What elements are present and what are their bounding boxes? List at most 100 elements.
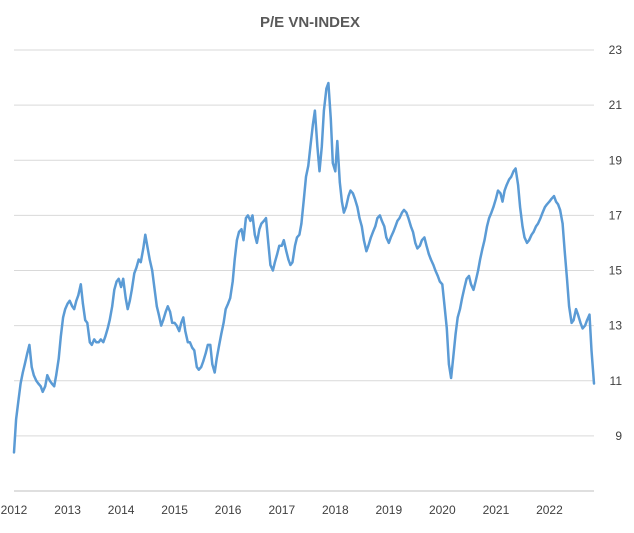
data-point bbox=[436, 275, 439, 277]
data-point bbox=[260, 222, 263, 225]
data-point bbox=[311, 123, 314, 126]
data-point bbox=[470, 283, 472, 286]
data-point bbox=[13, 451, 15, 454]
data-point bbox=[334, 170, 337, 173]
data-point bbox=[269, 264, 272, 266]
data-point bbox=[336, 140, 339, 142]
data-point bbox=[81, 302, 84, 305]
data-point bbox=[64, 308, 67, 311]
data-point bbox=[568, 305, 571, 308]
data-point bbox=[566, 277, 568, 280]
data-point bbox=[157, 313, 160, 316]
data-point bbox=[532, 230, 535, 233]
data-point bbox=[21, 371, 24, 374]
data-point bbox=[318, 170, 321, 173]
data-point bbox=[144, 233, 147, 236]
data-point bbox=[367, 244, 370, 247]
data-point bbox=[39, 385, 42, 388]
data-point bbox=[394, 225, 397, 228]
data-point bbox=[539, 217, 542, 220]
data-point bbox=[409, 225, 412, 228]
data-point bbox=[178, 330, 181, 333]
data-point bbox=[50, 382, 53, 385]
data-point bbox=[66, 302, 69, 305]
data-point bbox=[486, 225, 488, 228]
data-point bbox=[238, 230, 240, 233]
x-tick-label: 2021 bbox=[483, 503, 510, 517]
data-point bbox=[195, 366, 198, 368]
data-point bbox=[79, 283, 82, 286]
data-point bbox=[392, 230, 395, 233]
data-point bbox=[481, 247, 484, 250]
data-point bbox=[298, 233, 301, 236]
data-point bbox=[385, 236, 388, 239]
data-point bbox=[253, 233, 256, 236]
data-point bbox=[389, 236, 392, 239]
data-point bbox=[519, 206, 522, 209]
data-point bbox=[32, 374, 35, 377]
y-tick-label: 17 bbox=[609, 208, 623, 222]
data-point bbox=[530, 233, 533, 236]
data-point bbox=[434, 269, 437, 272]
data-point bbox=[403, 208, 405, 211]
data-point bbox=[57, 357, 60, 360]
data-point bbox=[126, 308, 129, 311]
data-point bbox=[224, 308, 227, 311]
data-point bbox=[420, 239, 423, 242]
data-point bbox=[550, 197, 553, 200]
data-point bbox=[102, 341, 105, 344]
data-point bbox=[44, 385, 47, 388]
data-point bbox=[186, 341, 189, 344]
data-point bbox=[26, 352, 29, 355]
data-point bbox=[523, 236, 526, 239]
data-point bbox=[282, 239, 285, 242]
data-point bbox=[559, 208, 562, 211]
data-point bbox=[512, 170, 515, 173]
data-point bbox=[148, 258, 151, 261]
data-point bbox=[255, 241, 258, 244]
data-point bbox=[412, 230, 414, 233]
data-point bbox=[461, 297, 464, 300]
data-point bbox=[432, 264, 435, 266]
x-tick-label: 2017 bbox=[268, 503, 295, 517]
x-tick-label: 2019 bbox=[375, 503, 402, 517]
chart-title: P/E VN-INDEX bbox=[260, 14, 360, 31]
data-point bbox=[115, 280, 118, 283]
data-point bbox=[108, 319, 111, 322]
data-point bbox=[316, 145, 319, 148]
data-point bbox=[71, 305, 74, 308]
data-point bbox=[296, 236, 298, 239]
data-point bbox=[106, 327, 109, 330]
data-point bbox=[258, 228, 261, 231]
data-point bbox=[249, 219, 252, 222]
data-point bbox=[555, 200, 557, 203]
data-point bbox=[378, 214, 381, 217]
data-point bbox=[351, 192, 354, 195]
data-point bbox=[347, 195, 350, 198]
data-point bbox=[271, 269, 274, 272]
data-point bbox=[488, 217, 491, 220]
data-point bbox=[262, 219, 265, 222]
data-point bbox=[508, 178, 511, 181]
data-point bbox=[124, 297, 127, 300]
data-point bbox=[193, 349, 196, 352]
data-point bbox=[325, 87, 328, 90]
data-point bbox=[302, 197, 305, 200]
data-point bbox=[503, 189, 506, 192]
data-point bbox=[146, 247, 149, 250]
data-point bbox=[459, 308, 461, 311]
data-point bbox=[153, 286, 156, 288]
data-point bbox=[206, 343, 209, 346]
x-tick-label: 2013 bbox=[54, 503, 81, 517]
data-point bbox=[372, 230, 374, 233]
data-point bbox=[180, 321, 183, 324]
data-point bbox=[353, 197, 356, 200]
data-point bbox=[535, 225, 537, 228]
data-point bbox=[414, 241, 417, 244]
data-point bbox=[23, 363, 26, 366]
data-point bbox=[340, 200, 343, 203]
data-point bbox=[563, 250, 566, 253]
data-point bbox=[572, 319, 575, 322]
data-point bbox=[173, 321, 176, 324]
